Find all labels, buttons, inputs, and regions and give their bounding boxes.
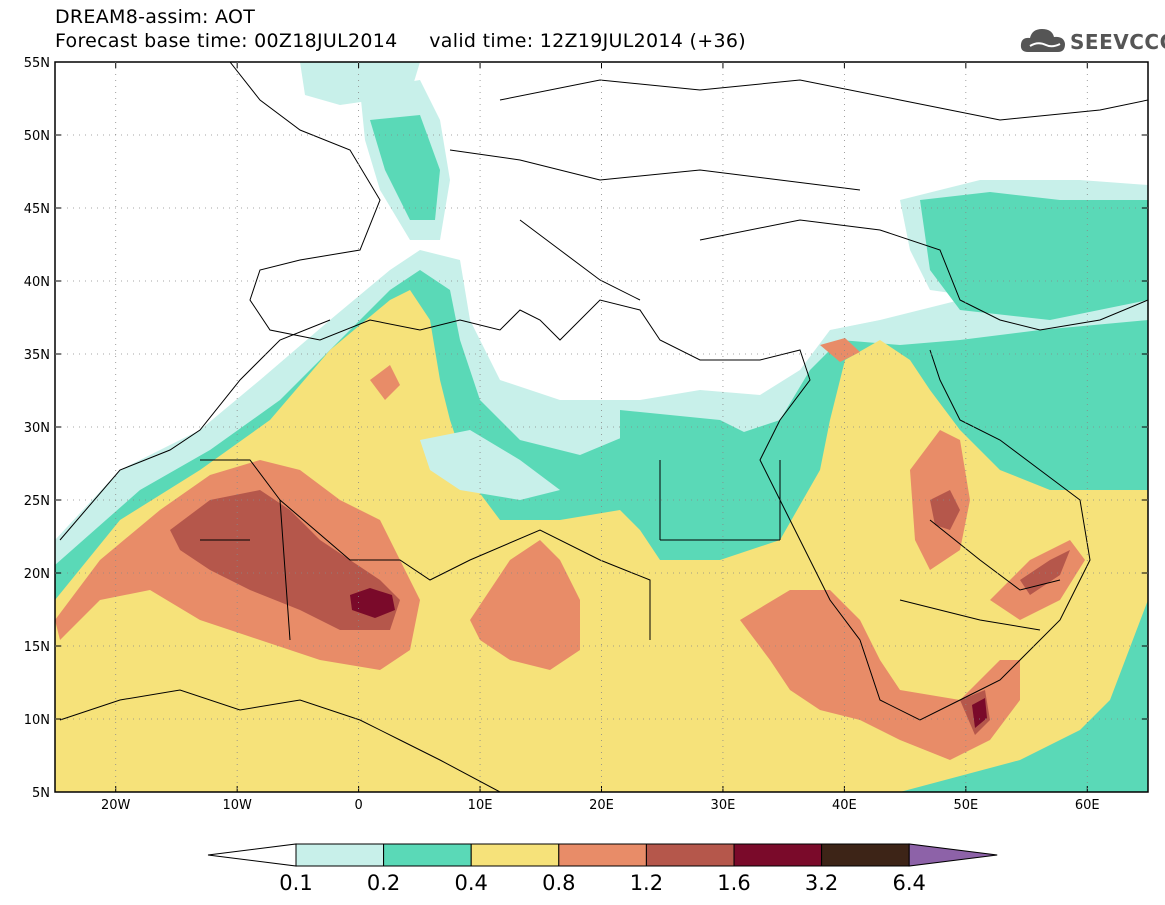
cloud-logo-icon [1020, 29, 1065, 52]
colorbar-label: 0.8 [542, 871, 575, 895]
colorbar-label: 0.4 [454, 871, 487, 895]
lat-tick-label: 15N [24, 640, 50, 655]
colorbar-bin [470, 843, 560, 867]
lon-tick-label: 40E [832, 798, 857, 813]
longitude-axis: 20W 10W 0 10E 20E 30E 40E 50E 60E [101, 62, 1100, 813]
lon-tick-label: 50E [953, 798, 978, 813]
colorbar-label: 1.6 [717, 871, 750, 895]
colorbar-bin [821, 843, 910, 867]
forecast-time-info: Forecast base time: 00Z18JUL2014 valid t… [55, 30, 746, 52]
colorbar-bin [383, 843, 472, 867]
colorbar-bins [207, 843, 998, 867]
lon-tick-label: 20E [589, 798, 614, 813]
lat-tick-label: 45N [24, 202, 50, 217]
lat-tick-label: 20N [24, 567, 50, 582]
lon-tick-label: 10E [468, 798, 493, 813]
colorbar-label: 0.2 [367, 871, 400, 895]
colorbar-label: 6.4 [892, 871, 925, 895]
colorbar-label: 3.2 [805, 871, 838, 895]
aot-map: 55N 50N 45N 40N 35N 30N 25N 20N 15N 10N 5N 20W 10W 0… [24, 56, 1149, 813]
lon-tick-label: 10W [222, 798, 252, 813]
colorbar-label: 0.1 [279, 871, 312, 895]
lon-tick-label: 30E [711, 798, 736, 813]
lat-tick-label: 25N [24, 494, 50, 509]
lat-tick-label: 50N [24, 129, 50, 144]
colorbar-over-arrow [908, 843, 998, 867]
colorbar-bin [295, 843, 385, 867]
lon-tick-label: 0 [354, 798, 362, 813]
lat-tick-label: 40N [24, 275, 50, 290]
chart-title: DREAM8-assim: AOT [55, 6, 256, 28]
lat-tick-label: 35N [24, 348, 50, 363]
logo-text: SEEVCCC [1070, 30, 1165, 54]
aot-field [55, 62, 1148, 792]
lat-tick-label: 55N [24, 56, 50, 71]
lat-tick-label: 10N [24, 713, 50, 728]
colorbar-bin [558, 843, 647, 867]
colorbar-label: 1.2 [630, 871, 663, 895]
colorbar-under-arrow [207, 843, 297, 867]
coastlines [59, 62, 1148, 792]
colorbar-labels: 0.1 0.2 0.4 0.8 1.2 1.6 3.2 6.4 [279, 871, 926, 895]
lon-tick-label: 20W [101, 798, 131, 813]
colorbar: 0.1 0.2 0.4 0.8 1.2 1.6 3.2 6.4 [207, 843, 998, 895]
seevccc-logo: SEEVCCC [1018, 24, 1165, 58]
colorbar-bin [733, 843, 823, 867]
lat-tick-label: 5N [32, 786, 50, 801]
lat-tick-label: 30N [24, 421, 50, 436]
colorbar-bin [645, 843, 735, 867]
lon-tick-label: 60E [1075, 798, 1100, 813]
